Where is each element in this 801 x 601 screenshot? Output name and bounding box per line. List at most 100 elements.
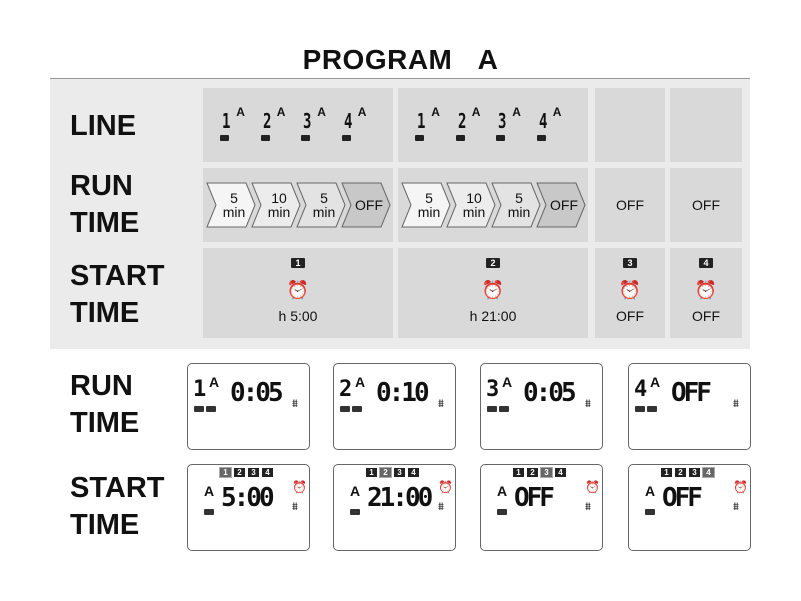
lcd-program-letter: A [204,483,215,499]
label-run: RUN [70,170,133,202]
lcd-run-display: 2 A 0:10 ⩩ [333,363,456,450]
line-tag-icon [415,135,425,141]
start-badge: 3 [394,468,405,477]
lcd-start-value: 21:00 [367,483,433,513]
step-unit: min [507,204,531,220]
start-badge: 4 [555,468,566,477]
start-number-badge: 3 [623,258,637,268]
alarm-clock-icon: ⏰ [733,480,748,494]
label-lcd-start-time: START TIME [70,470,165,544]
start-badge: 4 [262,468,273,477]
table-cell [670,88,742,162]
sprinkler-icon: ⩩ [292,398,298,410]
line-tag-icon [260,135,270,141]
table-cell: 2 ⏰ h 21:00 [398,248,588,338]
lcd-line-number: 4 [634,377,648,402]
lcd-program-letter: A [650,374,661,390]
line-number: 3 [498,109,507,133]
program-letter: A [276,105,286,119]
alarm-clock-icon: ⏰ [438,480,453,494]
line-number: 1 [417,109,426,133]
run-time-step: OFF [341,182,391,228]
sprinkler-icon: ⩩ [292,501,298,513]
start-badge: 2 [379,467,392,478]
program-letter: A [317,105,326,119]
prog-tag-icon [497,509,507,515]
line-number: 4 [538,109,548,133]
start-badge: 3 [248,468,259,477]
start-badge: 3 [689,468,700,477]
lcd-line-number: 3 [486,377,500,402]
alarm-clock-icon: ⏰ [694,280,718,300]
program-letter: A [512,105,521,119]
prog-tag-icon [647,406,657,412]
run-time-off: OFF [692,197,720,213]
run-time-step: 10 min [446,182,496,228]
start-badge: 1 [661,468,672,477]
lcd-line-number: 2 [339,377,353,402]
lcd-start-value: 5:00 [221,483,275,513]
step-value: 5 [515,190,523,206]
alarm-clock-icon: ⏰ [292,480,307,494]
prog-tag-icon [204,509,214,515]
label-time: TIME [70,407,140,439]
sprinkler-icon: ⩩ [585,398,591,410]
prog-tag-icon [499,406,509,412]
lcd-run-display: 3 A 0:05 ⩩ [480,363,603,450]
line-tag-icon [220,135,230,141]
program-letter: A [236,105,245,119]
step-value: 5 [320,190,328,206]
step-value: 10 [271,190,287,206]
start-badge: 4 [702,467,715,478]
step-value: OFF [550,197,578,213]
start-badge: 2 [234,468,245,477]
lcd-run-value: OFF [671,378,712,408]
label-time: TIME [70,297,140,329]
lcd-program-letter: A [645,483,656,499]
alarm-clock-icon: ⏰ [481,280,505,300]
start-number-badge: 2 [486,258,500,268]
lcd-start-value: OFF [662,483,703,513]
program-letter: A [431,105,440,119]
table-cell: OFF [595,168,665,242]
step-value: 5 [230,190,238,206]
line-tag-icon [536,135,546,141]
step-unit: min [222,204,246,220]
prog-tag-icon [352,406,362,412]
diagram-title: PROGRAM A [302,44,499,75]
alarm-clock-icon: ⏰ [618,280,642,300]
alarm-clock-icon: ⏰ [585,480,600,494]
label-run: RUN [70,370,133,402]
program-letter: A [471,105,481,119]
sprinkler-icon: ⩩ [733,501,739,513]
lcd-run-display: 4 A OFF ⩩ [628,363,751,450]
sprinkler-icon: ⩩ [438,398,444,410]
run-time-sequence: 5 min 10 min 5 min OFF [398,168,588,242]
alarm-clock-icon: ⏰ [286,280,310,300]
table-cell: 3 ⏰ OFF [595,248,665,338]
line-tag-icon [487,406,497,412]
label-time: TIME [70,207,140,239]
step-value: 10 [466,190,482,206]
sprinkler-icon: ⩩ [733,398,739,410]
table-cell: 1 ⏰ h 5:00 [203,248,393,338]
line-tag-icon [635,406,645,412]
lcd-program-letter: A [350,483,361,499]
start-time-slot: 4 ⏰ OFF [670,248,742,338]
table-cell [595,88,665,162]
start-badge: 2 [675,468,686,477]
table-cell: OFF [670,168,742,242]
